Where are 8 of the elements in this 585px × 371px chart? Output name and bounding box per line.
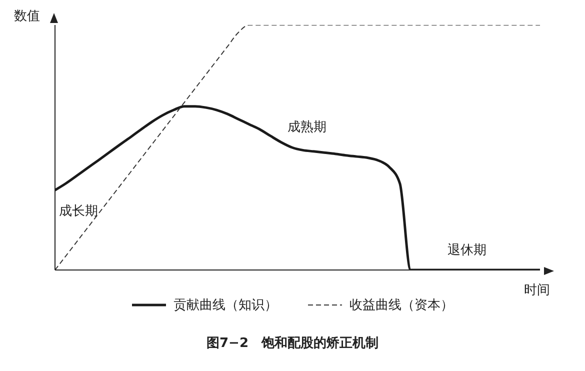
annotation: 退休期 xyxy=(448,242,487,260)
y-axis-title: 数值 xyxy=(14,8,40,25)
text: 图7−2 饱和配股的矫正机制 xyxy=(206,335,380,352)
legend-label: 收益曲线（资本） xyxy=(350,297,454,314)
legend-label: 贡献曲线（知识） xyxy=(174,297,278,314)
x-axis-title: 时间 xyxy=(524,282,550,299)
annotation: 成长期 xyxy=(58,203,98,220)
annotation: 成熟期 xyxy=(287,119,326,136)
